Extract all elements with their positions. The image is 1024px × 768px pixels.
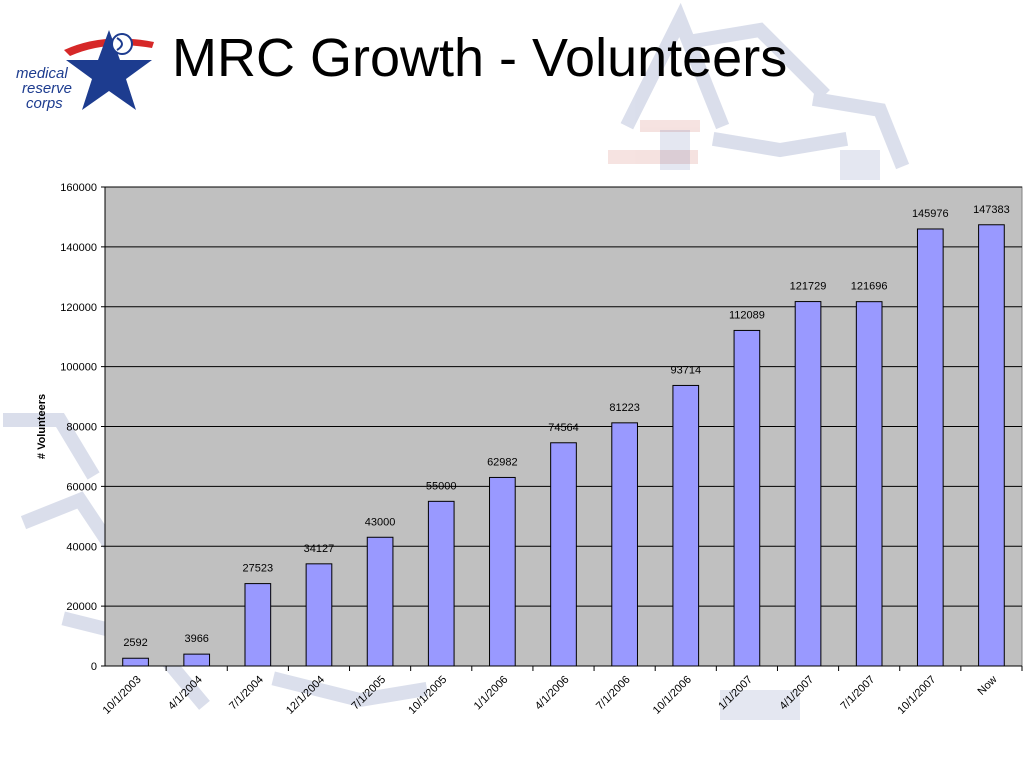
bar (611, 422, 638, 667)
bar (916, 228, 944, 667)
data-label: 2592 (123, 637, 147, 649)
x-tick-label: 10/1/2005 (406, 674, 449, 717)
logo-text-corps: corps (26, 95, 63, 112)
data-label: 43000 (365, 516, 396, 528)
y-tick-label: 160000 (60, 182, 97, 194)
x-tick-label: 7/1/2004 (227, 674, 266, 713)
data-label: 74564 (548, 422, 579, 434)
bar (794, 301, 822, 667)
bar (550, 442, 577, 667)
bar (672, 384, 700, 667)
bar (183, 653, 211, 667)
bar (855, 301, 883, 667)
x-tick-label: 1/1/2007 (716, 674, 755, 713)
y-tick-label: 0 (91, 661, 97, 673)
bar (244, 583, 272, 667)
y-tick-label: 140000 (60, 242, 97, 254)
page-title: MRC Growth - Volunteers (172, 28, 788, 88)
y-tick-label: 40000 (66, 541, 97, 553)
data-label: 121729 (790, 281, 827, 293)
x-tick-label: 12/1/2004 (284, 674, 327, 717)
x-tick-label: 4/1/2006 (533, 674, 572, 713)
y-tick-label: 100000 (60, 362, 97, 374)
data-label: 145976 (912, 208, 949, 220)
bar (427, 500, 455, 667)
y-axis-title: # Volunteers (36, 394, 48, 459)
data-label: 112089 (729, 309, 765, 321)
bar (366, 536, 394, 667)
y-tick-label: 20000 (66, 601, 97, 613)
data-label: 121696 (851, 281, 888, 293)
x-tick-label: 10/1/2003 (101, 674, 144, 717)
y-tick-label: 60000 (66, 481, 97, 493)
bar (733, 329, 761, 667)
bar (122, 657, 149, 667)
y-tick-label: 80000 (66, 422, 97, 434)
data-label: 3966 (184, 633, 208, 645)
x-tick-label: Now (976, 674, 1000, 698)
data-label: 81223 (609, 402, 640, 414)
logo-star-icon (66, 30, 152, 110)
data-label: 93714 (670, 364, 701, 376)
x-tick-label: 7/1/2005 (349, 674, 388, 713)
y-tick-label: 120000 (60, 302, 97, 314)
bar (305, 563, 333, 667)
data-label: 147383 (973, 204, 1010, 216)
data-label: 27523 (243, 563, 274, 575)
logo-text-medical: medical (16, 65, 68, 82)
mrc-logo: medical reserve corps (16, 30, 154, 112)
bar (489, 476, 516, 667)
x-tick-label: 1/1/2006 (472, 674, 511, 713)
x-tick-label: 7/1/2006 (594, 674, 633, 713)
bar (978, 224, 1005, 667)
x-tick-label: 10/1/2007 (895, 674, 938, 717)
x-tick-label: 10/1/2006 (651, 674, 694, 717)
data-label: 34127 (304, 543, 335, 555)
x-tick-label: 4/1/2007 (777, 674, 816, 713)
x-tick-label: 7/1/2007 (839, 674, 878, 713)
data-label: 62982 (487, 456, 518, 468)
logo-text-reserve: reserve (22, 80, 72, 97)
data-label: 55000 (426, 480, 457, 492)
x-tick-label: 4/1/2004 (166, 674, 205, 713)
